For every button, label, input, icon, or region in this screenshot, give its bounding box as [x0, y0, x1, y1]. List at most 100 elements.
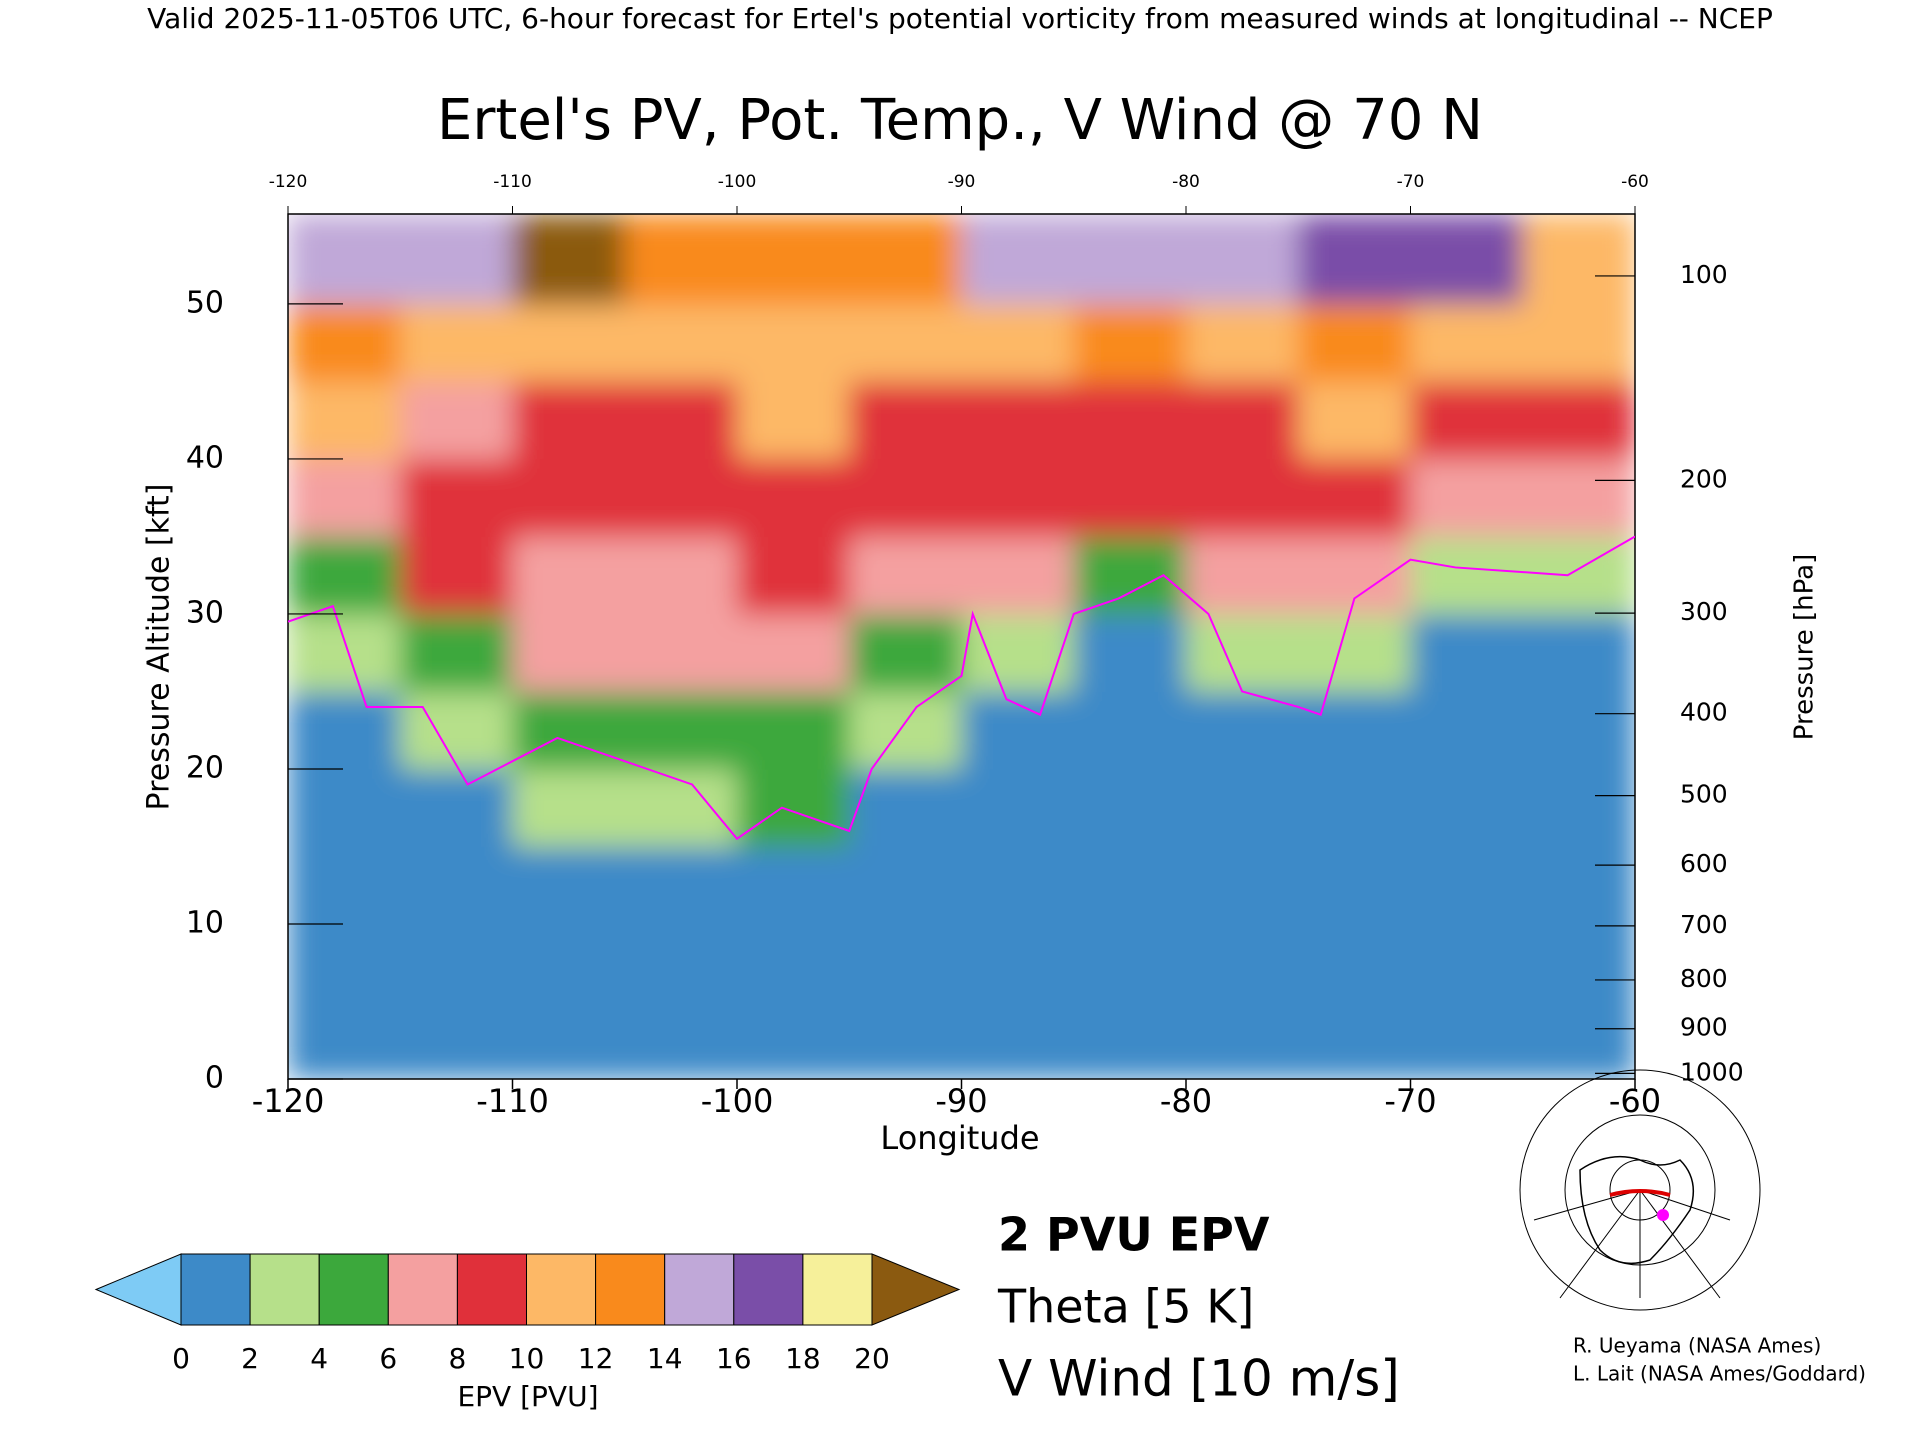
map-meridians [1533, 1189, 1731, 1299]
x-tick-label: -110 [476, 1082, 549, 1120]
colorbar-tick-label: 16 [716, 1342, 752, 1375]
epv-cell [400, 846, 513, 925]
colorbar-label: EPV [PVU] [457, 1380, 598, 1413]
x-top-tick-label: -70 [1397, 172, 1425, 192]
x-top-tick-label: -120 [269, 172, 308, 192]
epv-cell [1522, 303, 1635, 382]
epv-cell [1186, 536, 1299, 615]
pv2-contour [288, 535, 1635, 841]
y-tick-label: 30 [186, 595, 224, 630]
x-top-tick-label: -100 [718, 172, 757, 192]
epv-cell [1522, 458, 1635, 537]
epv-cell [512, 1001, 626, 1079]
epv-cell [961, 923, 1075, 1002]
map-land [1579, 1155, 1695, 1265]
epv-cell [1410, 923, 1524, 1002]
epv-cell [1298, 923, 1411, 1002]
y-tick-label: 0 [205, 1061, 224, 1096]
epv-cell [737, 923, 850, 1002]
epv-cell [288, 923, 401, 1002]
credit: L. Lait (NASA Ames/Goddard) [1573, 1362, 1866, 1386]
epv-cell [849, 458, 962, 537]
epv-cell [400, 214, 513, 305]
epv-cell [512, 691, 626, 770]
epv-cell [737, 303, 850, 382]
epv-cell [288, 1001, 401, 1079]
epv-cell [288, 846, 401, 925]
epv-cell [1186, 1001, 1299, 1079]
header: Valid 2025-11-05T06 UTC, 6-hour forecast… [147, 2, 1773, 35]
epv-cell [1073, 691, 1187, 770]
colorbar-swatch [526, 1253, 597, 1326]
y-tick-label: 10 [186, 905, 224, 940]
epv-cell [1186, 381, 1299, 460]
colorbar-over [871, 1253, 961, 1326]
y2-axis-label: Pressure [hPa] [1790, 554, 1820, 741]
y2-tick-label: 200 [1680, 464, 1728, 493]
epv-cell [1186, 214, 1299, 305]
colorbar-tick-label: 6 [379, 1342, 397, 1375]
epv-cell [849, 214, 962, 305]
epv-cell [624, 691, 738, 770]
epv-cell [624, 923, 738, 1002]
epv-cell [512, 846, 626, 925]
epv-cell [849, 1001, 962, 1079]
legend-entry: V Wind [10 m/s] [998, 1350, 1400, 1408]
x-tick-label: -100 [701, 1082, 774, 1120]
chart-title: Ertel's PV, Pot. Temp., V Wind @ 70 N [437, 88, 1483, 153]
epv-cell [737, 1001, 850, 1079]
epv-cell [849, 303, 962, 382]
y2-tick-label: 100 [1680, 260, 1728, 289]
epv-cell [1522, 768, 1635, 847]
epv-cell [1186, 846, 1299, 925]
epv-cell [1186, 303, 1299, 382]
epv-cell [1298, 691, 1411, 770]
colorbar-swatch [387, 1253, 458, 1326]
epv-cell [512, 303, 626, 382]
epv-cell [737, 613, 850, 692]
epv-cell [1522, 381, 1635, 460]
epv-cell [1186, 691, 1299, 770]
plot-area [288, 214, 1635, 1079]
y2-tick-label: 500 [1680, 780, 1728, 809]
y-tick-label: 20 [186, 750, 224, 785]
colorbar-swatch [180, 1253, 251, 1326]
y2-tick-label: 400 [1680, 698, 1728, 727]
epv-cell [1410, 691, 1524, 770]
epv-cell [512, 613, 626, 692]
epv-cell [288, 536, 401, 615]
epv-cell [288, 381, 401, 460]
epv-cell [1522, 1001, 1635, 1079]
epv-cell [849, 923, 962, 1002]
epv-cell [512, 458, 626, 537]
epv-cell [1298, 303, 1411, 382]
epv-cell [624, 458, 738, 537]
y2-tick-label: 600 [1680, 849, 1728, 878]
epv-cell [737, 536, 850, 615]
epv-cell [1410, 214, 1524, 305]
epv-cell [624, 613, 738, 692]
epv-cell [1522, 613, 1635, 692]
epv-cell [961, 214, 1075, 305]
epv-cell [624, 303, 738, 382]
epv-cell [288, 214, 401, 305]
epv-cell [1073, 923, 1187, 1002]
epv-cell [1073, 458, 1187, 537]
epv-cell [624, 1001, 738, 1079]
legend-pv2: 2 PVU EPV [998, 1208, 1270, 1262]
x-top-tick-label: -60 [1621, 172, 1649, 192]
y-tick-label: 50 [186, 285, 224, 320]
colorbar-swatch [595, 1253, 666, 1326]
epv-cell [961, 458, 1075, 537]
epv-cell [400, 303, 513, 382]
x-tick-label: -120 [252, 1082, 325, 1120]
epv-cell [1298, 536, 1411, 615]
epv-cell [512, 536, 626, 615]
y2-tick-label: 1000 [1680, 1057, 1744, 1086]
legend-entry: Theta [5 K] [997, 1280, 1254, 1334]
epv-cell [1073, 613, 1187, 692]
epv-cell [1410, 1001, 1524, 1079]
x-tick-label: -60 [1609, 1082, 1661, 1120]
epv-cell [737, 458, 850, 537]
epv-cell [288, 303, 401, 382]
